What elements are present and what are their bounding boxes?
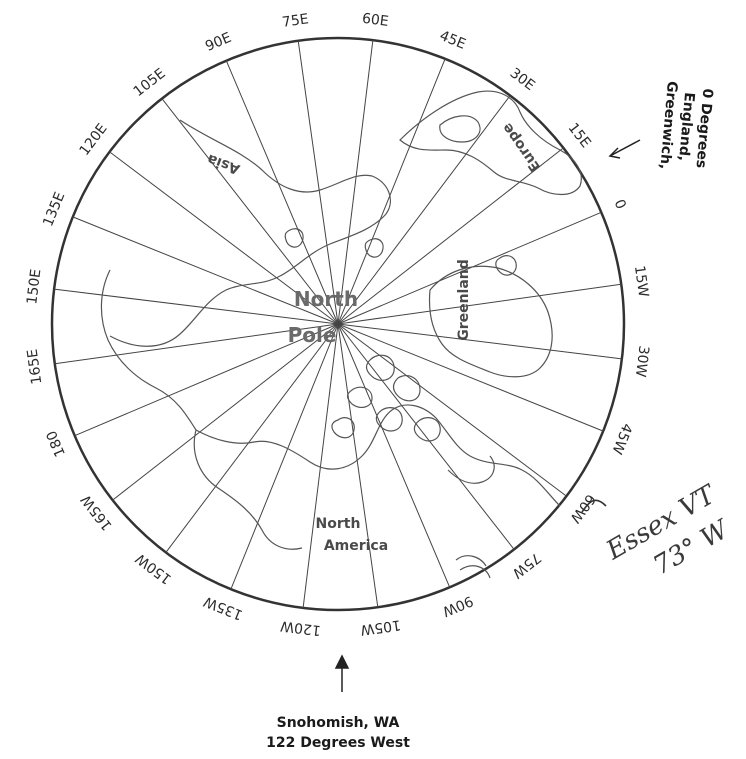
island-6 <box>331 417 355 439</box>
coastlines <box>100 90 582 579</box>
handwritten-tick-mark <box>581 499 607 513</box>
greenwich-note: 0 Degrees England, Greenwich, <box>656 80 716 170</box>
europe-label: Europe <box>499 120 544 175</box>
meridian-line-105e <box>161 98 339 325</box>
meridian-line-15e <box>337 147 564 325</box>
meridian-label-75e: 75E <box>281 11 310 31</box>
meridian-label-60e: 60E <box>361 11 389 30</box>
island-3 <box>346 386 373 408</box>
meridian-line-120e <box>109 151 339 325</box>
meridian-label-15e: 15E <box>565 120 594 151</box>
alaska-coastline <box>193 429 303 550</box>
meridian-line-30w <box>337 323 622 360</box>
island-7 <box>284 228 304 248</box>
hudson-bay-coastline <box>447 455 495 484</box>
meridian-label-165e: 165E <box>25 348 46 385</box>
meridian-line-45e <box>337 58 446 325</box>
meridian-label-120w: 120W <box>279 617 321 638</box>
meridian-label-60w: 60W <box>566 491 598 526</box>
meridian-label-45w: 45W <box>608 421 635 456</box>
meridian-label-0: 0 <box>611 197 629 211</box>
meridian-line-135e <box>72 216 339 325</box>
meridian-label-30w: 30W <box>632 345 652 379</box>
meridian-line-30e <box>337 95 511 325</box>
island-5 <box>413 417 441 442</box>
island-4 <box>375 407 403 432</box>
island-8 <box>364 238 384 258</box>
meridian-label-120e: 120E <box>77 121 111 159</box>
meridian-label-90e: 90E <box>203 30 234 55</box>
map-boundary-circle <box>50 36 626 612</box>
meridian-line-45w <box>337 323 604 432</box>
greenwich-note-line3: Greenwich, <box>656 80 680 170</box>
europe-coastline <box>399 90 582 196</box>
meridian-label-75w: 75W <box>509 549 544 581</box>
north-america-label-line1: North <box>316 516 361 532</box>
island-9 <box>495 255 517 276</box>
meridian-label-135e: 135E <box>40 190 68 229</box>
meridian-line-60w <box>337 323 567 497</box>
svalbard-coastline <box>439 115 481 143</box>
snohomish-note-line2: 122 Degrees West <box>266 735 410 751</box>
meridian-label-105w: 105W <box>359 616 402 638</box>
meridian-line-105w <box>337 323 379 608</box>
asia-coastline <box>109 119 391 347</box>
meridian-line-90w <box>337 323 451 588</box>
north-pole-label-line2: Pole <box>288 323 337 347</box>
island-1 <box>365 354 395 381</box>
meridian-line-0 <box>337 211 602 325</box>
meridian-line-135w <box>230 323 339 590</box>
snohomish-arrow-icon <box>334 654 350 692</box>
meridian-line-150e <box>54 288 339 325</box>
meridian-line-90e <box>225 60 339 325</box>
island-2 <box>392 375 421 402</box>
meridian-label-150e: 150E <box>24 268 44 305</box>
meridian-line-180 <box>74 323 339 437</box>
meridian-label-105e: 105E <box>131 66 169 101</box>
north-pole-label-line1: North <box>294 287 358 311</box>
meridian-label-45e: 45E <box>437 28 468 53</box>
asia-label: Asia <box>205 151 242 177</box>
meridian-label-30e: 30E <box>507 65 538 94</box>
greenwich-note-line2: England, <box>675 92 697 162</box>
meridian-line-75e <box>297 40 339 325</box>
meridian-line-60e <box>337 40 374 325</box>
meridian-line-165e <box>54 323 339 365</box>
meridian-lines <box>54 40 622 608</box>
greenland-coastline <box>428 265 553 378</box>
meridian-label-135w: 135W <box>201 593 245 623</box>
meridian-line-75w <box>337 323 515 550</box>
meridian-line-15w <box>337 283 622 325</box>
meridian-label-90w: 90W <box>440 592 476 619</box>
greenwich-arrow-icon <box>608 139 641 159</box>
meridian-label-180: 180 <box>44 428 69 459</box>
great-lakes-sketch <box>455 555 491 579</box>
snohomish-note-line1: Snohomish, WA <box>277 715 400 731</box>
meridian-line-120w <box>302 323 339 608</box>
north-america-label-line2: America <box>324 538 388 554</box>
meridian-label-15w: 15W <box>631 265 651 299</box>
greenwich-note-line1: 0 Degrees <box>693 88 716 169</box>
meridian-line-165w <box>112 323 339 501</box>
north-america-coastline <box>195 404 561 507</box>
meridian-line-150w <box>165 323 339 553</box>
kamchatka-coastline <box>100 269 197 431</box>
greenland-label: Greenland <box>456 259 472 341</box>
